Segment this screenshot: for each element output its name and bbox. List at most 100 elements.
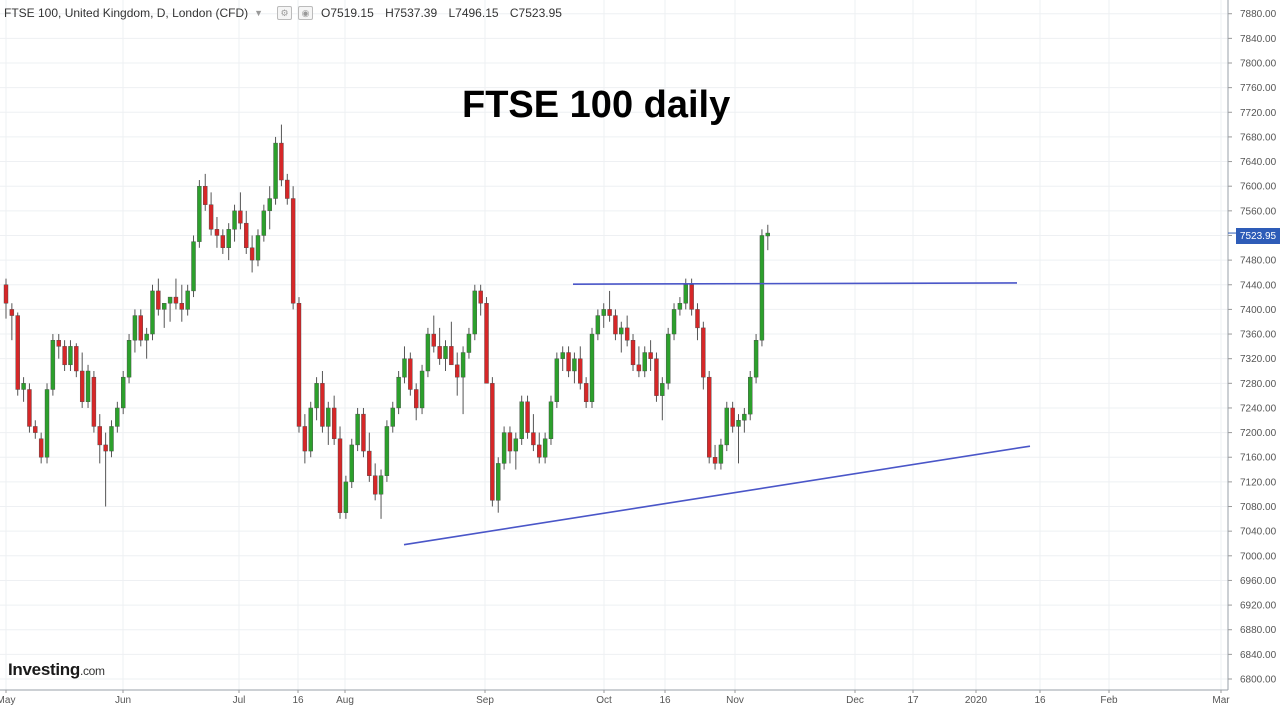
candle — [472, 284, 477, 341]
eye-icon[interactable]: ◉ — [298, 6, 314, 20]
candle — [173, 278, 179, 310]
candle-body-down — [337, 438, 343, 513]
candle-body-up — [660, 383, 665, 396]
candle — [56, 334, 61, 359]
candle-body-up — [402, 358, 407, 378]
candle — [44, 383, 50, 464]
candle-body-down — [654, 358, 659, 396]
candle-body-up — [50, 340, 56, 390]
candle-body-down — [531, 432, 536, 446]
candle-body-down — [490, 383, 495, 501]
candle-body-up — [109, 426, 114, 452]
candle — [138, 309, 143, 347]
candle — [9, 303, 15, 341]
candle-body-down — [701, 327, 706, 378]
candle-body-down — [320, 383, 325, 427]
y-tick-label: 7080.00 — [1240, 502, 1277, 513]
candle-body-down — [624, 327, 630, 341]
candle-body-down — [372, 475, 378, 495]
candle — [490, 377, 495, 507]
candle — [185, 284, 190, 316]
y-tick-label: 7160.00 — [1240, 453, 1277, 464]
candle-body-down — [578, 358, 583, 384]
candle-body-up — [308, 407, 313, 452]
candle-body-down — [648, 352, 653, 359]
y-tick-label: 7760.00 — [1240, 83, 1277, 94]
candle — [15, 312, 20, 396]
candle-body-up — [589, 333, 595, 403]
candle-body-up — [548, 401, 554, 439]
candle — [326, 401, 331, 445]
candle-body-up — [197, 185, 202, 242]
candle-body-up — [683, 284, 688, 304]
candle — [367, 432, 372, 482]
candle — [197, 180, 202, 248]
candle — [671, 303, 677, 341]
candle-body-down — [220, 235, 226, 248]
candle-body-down — [290, 198, 296, 304]
candle-body-down — [695, 309, 700, 329]
candle — [542, 432, 548, 464]
candle-body-up — [496, 463, 501, 501]
candle-body-up — [85, 370, 91, 402]
brand-suffix: .com — [79, 664, 105, 678]
candle-body-down — [279, 142, 284, 181]
candle — [302, 414, 308, 464]
candle — [378, 469, 384, 519]
candle — [636, 346, 642, 378]
y-tick-label: 7880.00 — [1240, 9, 1277, 20]
x-tick-label: Dec — [846, 695, 864, 706]
candle-body-up — [390, 407, 395, 427]
candle — [27, 383, 32, 433]
candle — [150, 284, 155, 341]
candle-body-up — [226, 229, 231, 249]
y-tick-label: 6920.00 — [1240, 601, 1277, 612]
candle-body-down — [97, 426, 102, 446]
candle-body-up — [232, 210, 237, 230]
candle-body-down — [203, 185, 208, 205]
x-tick-label: Aug — [336, 695, 354, 706]
candle-body-up — [261, 210, 267, 236]
candle-body-down — [244, 222, 249, 249]
y-tick-label: 6800.00 — [1240, 675, 1277, 686]
candle — [179, 284, 185, 322]
candle-body-up — [378, 475, 384, 495]
candle-body-down — [712, 457, 718, 464]
settings-icon[interactable]: ⚙ — [277, 6, 293, 20]
y-tick-label: 7720.00 — [1240, 108, 1277, 119]
candle — [390, 401, 395, 433]
candle — [361, 407, 366, 458]
candle — [478, 284, 483, 316]
candle — [501, 426, 507, 470]
y-tick-label: 7600.00 — [1240, 182, 1277, 193]
symbol-label[interactable]: FTSE 100, United Kingdom, D, London (CFD… — [4, 6, 249, 20]
candle-body-up — [349, 444, 354, 483]
candle-body-up — [472, 290, 477, 335]
candle — [79, 352, 85, 408]
candle — [372, 463, 378, 501]
candle — [120, 371, 126, 415]
candle-body-down — [74, 346, 79, 372]
chevron-down-icon[interactable]: ▼ — [254, 8, 264, 18]
candle-body-up — [748, 376, 753, 415]
candle — [320, 371, 325, 433]
candle — [226, 223, 231, 261]
candle-body-up — [519, 401, 524, 439]
x-tick-label: Sep — [476, 695, 494, 706]
candle — [466, 327, 472, 359]
candle — [355, 407, 360, 452]
x-tick-label: 17 — [907, 695, 919, 706]
candle — [765, 224, 770, 251]
candle-body-up — [443, 346, 448, 359]
candle-body-up — [542, 438, 548, 458]
candle — [261, 204, 267, 242]
chart-header: FTSE 100, United Kingdom, D, London (CFD… — [0, 0, 570, 26]
candle-body-down — [3, 284, 9, 304]
candle-body-down — [449, 346, 454, 366]
candle — [232, 204, 237, 242]
candle-body-down — [414, 389, 419, 409]
candle — [267, 186, 272, 230]
candle — [513, 432, 519, 470]
candle — [156, 278, 161, 316]
